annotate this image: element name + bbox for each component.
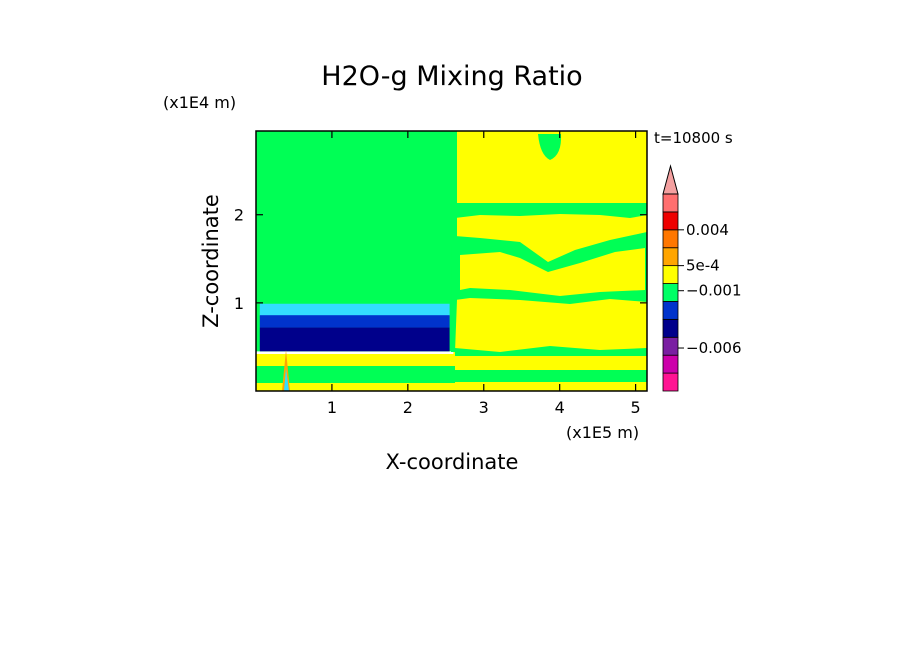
field-region-4 (259, 327, 450, 352)
colorbar-label: 5e-4 (686, 257, 720, 275)
colorbar: 0.004 5e-4 −0.001 −0.006 (662, 164, 742, 392)
x-tick-label: 4 (555, 398, 565, 417)
colorbar-band (662, 336, 679, 356)
colorbar-band (662, 193, 679, 213)
colorbar-band (662, 354, 679, 374)
x-tick-label: 3 (479, 398, 489, 417)
colorbar-band (662, 283, 679, 302)
field-details (256, 131, 647, 391)
left-lower-yellow-band (256, 354, 456, 366)
plot-frame (255, 130, 648, 392)
colorbar-arrow (662, 164, 679, 195)
colorbar-label: −0.006 (686, 339, 742, 357)
y-tick-label: 2 (234, 206, 244, 225)
right-lower-yellow-strip (455, 356, 647, 370)
upper-green-layer (455, 203, 647, 218)
x-tick-label: 2 (403, 398, 413, 417)
plot-area (256, 131, 647, 391)
y-ticks: 12 (234, 206, 647, 313)
y-tick-label: 1 (234, 294, 244, 313)
transition-edge (451, 131, 457, 352)
colorbar-band (662, 318, 679, 338)
chart-title: H2O-g Mixing Ratio (321, 61, 582, 92)
colorbar-label: 0.004 (686, 221, 729, 239)
x-unit-label: (x1E5 m) (566, 423, 639, 442)
colorbar-band (662, 372, 679, 392)
y-unit-label: (x1E4 m) (163, 93, 236, 112)
colorbar-band (662, 211, 679, 231)
colorbar-band (662, 301, 679, 320)
time-label: t=10800 s (654, 129, 733, 147)
x-axis-title: X-coordinate (386, 450, 519, 474)
top-green-blob (538, 134, 562, 160)
field-region-3 (259, 315, 450, 328)
colorbar-label: −0.001 (686, 282, 742, 300)
x-ticks: 1 2 3 4 5 (327, 131, 641, 417)
field-region-2 (259, 303, 450, 317)
right-mid-yellow-layer (460, 248, 645, 296)
x-tick-label: 1 (327, 398, 337, 417)
plume-core (284, 368, 289, 391)
colorbar-band (662, 229, 679, 249)
y-axis-title: Z-coordinate (199, 194, 223, 328)
colorbar-band (662, 247, 679, 267)
colorbar-band (662, 265, 679, 284)
x-tick-label: 5 (631, 398, 641, 417)
bottom-yellow-strip (455, 382, 647, 391)
left-bottom-yellow-strip (256, 383, 456, 391)
